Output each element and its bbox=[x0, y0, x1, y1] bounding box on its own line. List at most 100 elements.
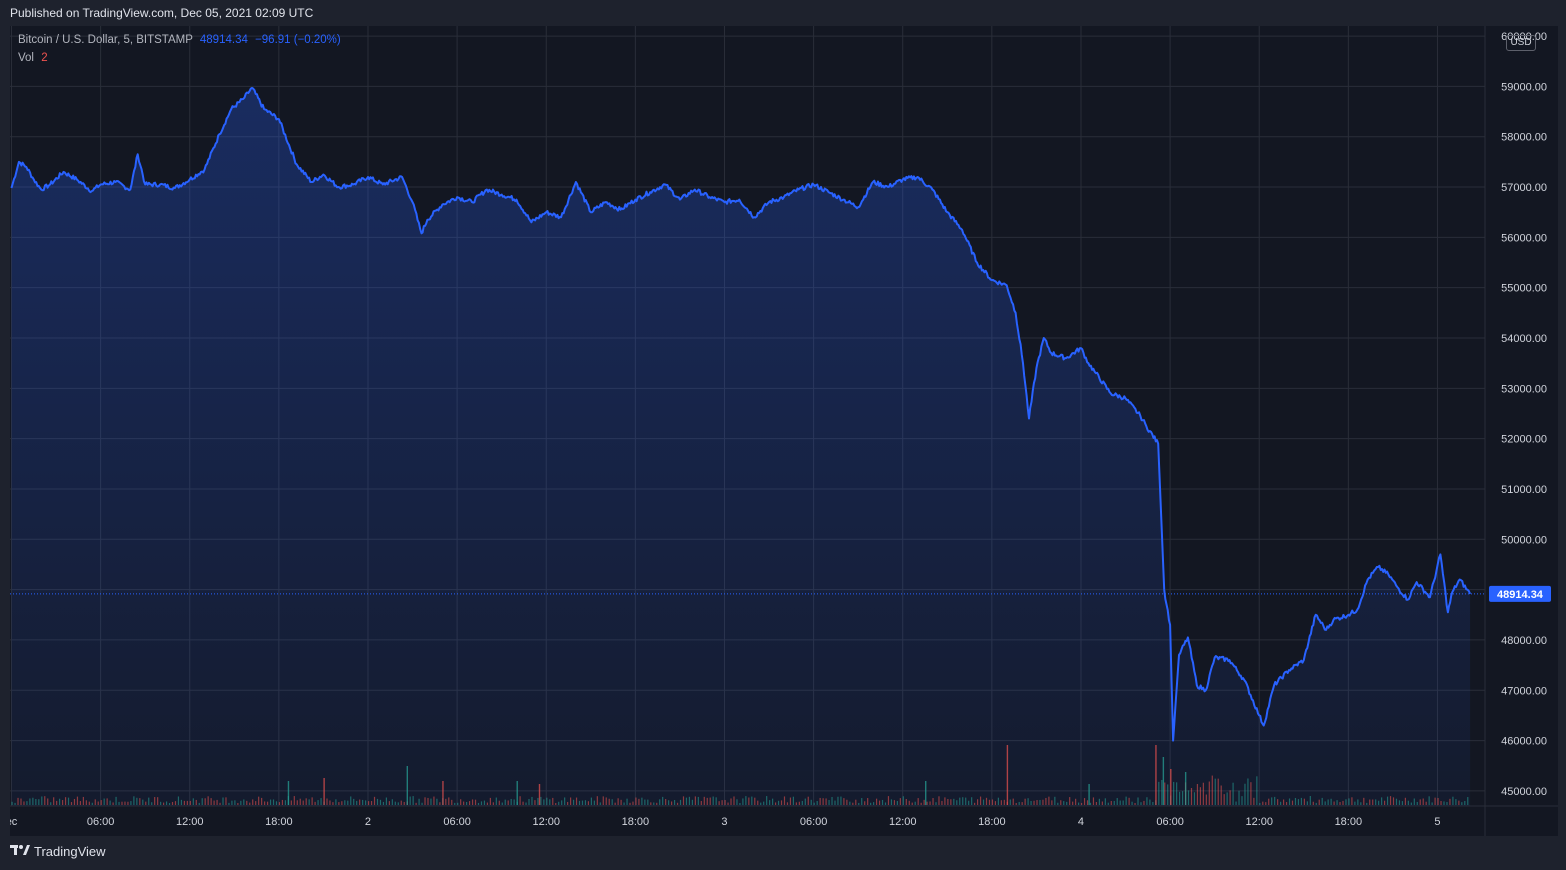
volume-bar bbox=[941, 800, 943, 805]
volume-bar bbox=[397, 802, 399, 805]
volume-bar bbox=[329, 800, 331, 805]
volume-bar bbox=[1226, 792, 1228, 805]
volume-bar bbox=[1051, 800, 1053, 805]
volume-bar bbox=[1024, 798, 1026, 805]
volume-bar bbox=[1066, 801, 1068, 805]
volume-bar bbox=[873, 802, 875, 805]
volume-bar bbox=[1015, 802, 1017, 805]
volume-bar bbox=[578, 800, 581, 805]
volume-bar bbox=[1330, 798, 1332, 805]
volume-bar bbox=[1419, 799, 1421, 805]
volume-bar bbox=[483, 800, 486, 805]
volume-bar bbox=[608, 798, 610, 805]
volume-bar bbox=[1232, 782, 1234, 805]
volume-bar bbox=[1357, 799, 1359, 805]
chart-legend[interactable]: Bitcoin / U.S. Dollar, 5, BITSTAMP 48914… bbox=[18, 34, 341, 46]
volume-bar bbox=[335, 799, 337, 805]
volume-bar bbox=[831, 796, 833, 805]
volume-bar bbox=[160, 801, 162, 805]
currency-button[interactable]: USD bbox=[1506, 35, 1536, 51]
volume-bar bbox=[82, 796, 84, 805]
volume-bar bbox=[1324, 801, 1326, 805]
y-tick-label: 58000.00 bbox=[1501, 132, 1547, 144]
volume-bar bbox=[572, 799, 575, 805]
volume-bar bbox=[593, 800, 595, 805]
volume-bar bbox=[962, 797, 964, 805]
volume-bar bbox=[855, 799, 857, 805]
volume-bar bbox=[344, 800, 346, 805]
volume-bar bbox=[1467, 797, 1469, 805]
volume-bar bbox=[468, 801, 471, 805]
volume-bar bbox=[445, 798, 447, 805]
volume-bar bbox=[1345, 799, 1347, 805]
volume-bar bbox=[676, 802, 679, 805]
volume-bar bbox=[617, 798, 619, 805]
volume-bar bbox=[50, 802, 52, 805]
volume-bar bbox=[1042, 799, 1044, 805]
volume-spike-bar bbox=[516, 781, 518, 805]
volume-bar bbox=[1372, 799, 1374, 805]
volume-bar bbox=[1107, 802, 1109, 805]
volume-bar bbox=[151, 802, 153, 805]
volume-bar bbox=[436, 798, 438, 805]
volume-bar bbox=[1297, 799, 1300, 805]
volume-bar bbox=[567, 801, 569, 805]
volume-bar bbox=[365, 800, 367, 805]
volume-bar bbox=[376, 798, 379, 805]
price-line[interactable] bbox=[10, 86, 1472, 742]
volume-bar bbox=[1238, 790, 1240, 805]
y-tick-label: 57000.00 bbox=[1501, 182, 1547, 194]
volume-bar bbox=[546, 797, 548, 805]
volume-bar bbox=[1458, 800, 1460, 805]
volume-bar bbox=[326, 798, 328, 805]
volume-bar bbox=[88, 801, 90, 805]
volume-bar bbox=[1036, 800, 1038, 805]
volume-bar bbox=[780, 800, 783, 805]
price-area-fill bbox=[11, 87, 1471, 806]
volume-bar bbox=[801, 800, 803, 805]
chart-pane[interactable]: 45000.0046000.0047000.0048000.0049000.00… bbox=[10, 26, 1558, 836]
volume-bar bbox=[448, 797, 450, 805]
symbol-title[interactable]: Bitcoin / U.S. Dollar, 5, BITSTAMP bbox=[18, 34, 193, 46]
volume-bar bbox=[748, 797, 750, 805]
volume-bar bbox=[1143, 800, 1145, 805]
volume-bar bbox=[1152, 801, 1154, 805]
volume-bar bbox=[1075, 798, 1077, 805]
volume-bar bbox=[480, 801, 483, 805]
volume-bar bbox=[14, 802, 16, 805]
volume-bar bbox=[846, 799, 848, 805]
volume-bar bbox=[409, 796, 411, 805]
volume-bar bbox=[697, 796, 699, 805]
volume-bar bbox=[1205, 794, 1207, 805]
tradingview-logo[interactable]: TradingView bbox=[10, 844, 106, 859]
volume-bar bbox=[730, 798, 732, 805]
volume-bar bbox=[112, 802, 114, 805]
volume-bar bbox=[810, 799, 812, 805]
x-tick-label: 18:00 bbox=[265, 816, 293, 828]
volume-bar bbox=[929, 801, 931, 805]
volume-legend[interactable]: Vol 2 bbox=[18, 52, 48, 64]
price-chart[interactable]: 45000.0046000.0047000.0048000.0049000.00… bbox=[10, 26, 1558, 836]
volume-bar bbox=[982, 799, 985, 805]
volume-bar bbox=[148, 797, 150, 805]
volume-bar bbox=[258, 796, 260, 805]
volume-bar bbox=[899, 798, 901, 805]
volume-bar bbox=[186, 800, 188, 805]
volume-bar bbox=[656, 802, 658, 805]
volume-bar bbox=[665, 799, 667, 805]
volume-bar bbox=[400, 800, 402, 805]
volume-bar bbox=[1176, 782, 1178, 805]
volume-bar bbox=[733, 796, 735, 805]
volume-bar bbox=[712, 796, 714, 805]
y-tick-label: 48000.00 bbox=[1501, 635, 1547, 647]
volume-bar bbox=[379, 799, 382, 805]
volume-bar bbox=[195, 799, 197, 805]
volume-bar bbox=[834, 800, 836, 805]
volume-bar bbox=[180, 799, 183, 805]
volume-bar bbox=[688, 796, 691, 805]
volume-bar bbox=[302, 800, 304, 805]
volume-bar bbox=[79, 801, 82, 805]
volume-bar bbox=[1179, 791, 1181, 805]
volume-bar bbox=[109, 800, 111, 805]
volume-spike-bar bbox=[925, 781, 927, 805]
